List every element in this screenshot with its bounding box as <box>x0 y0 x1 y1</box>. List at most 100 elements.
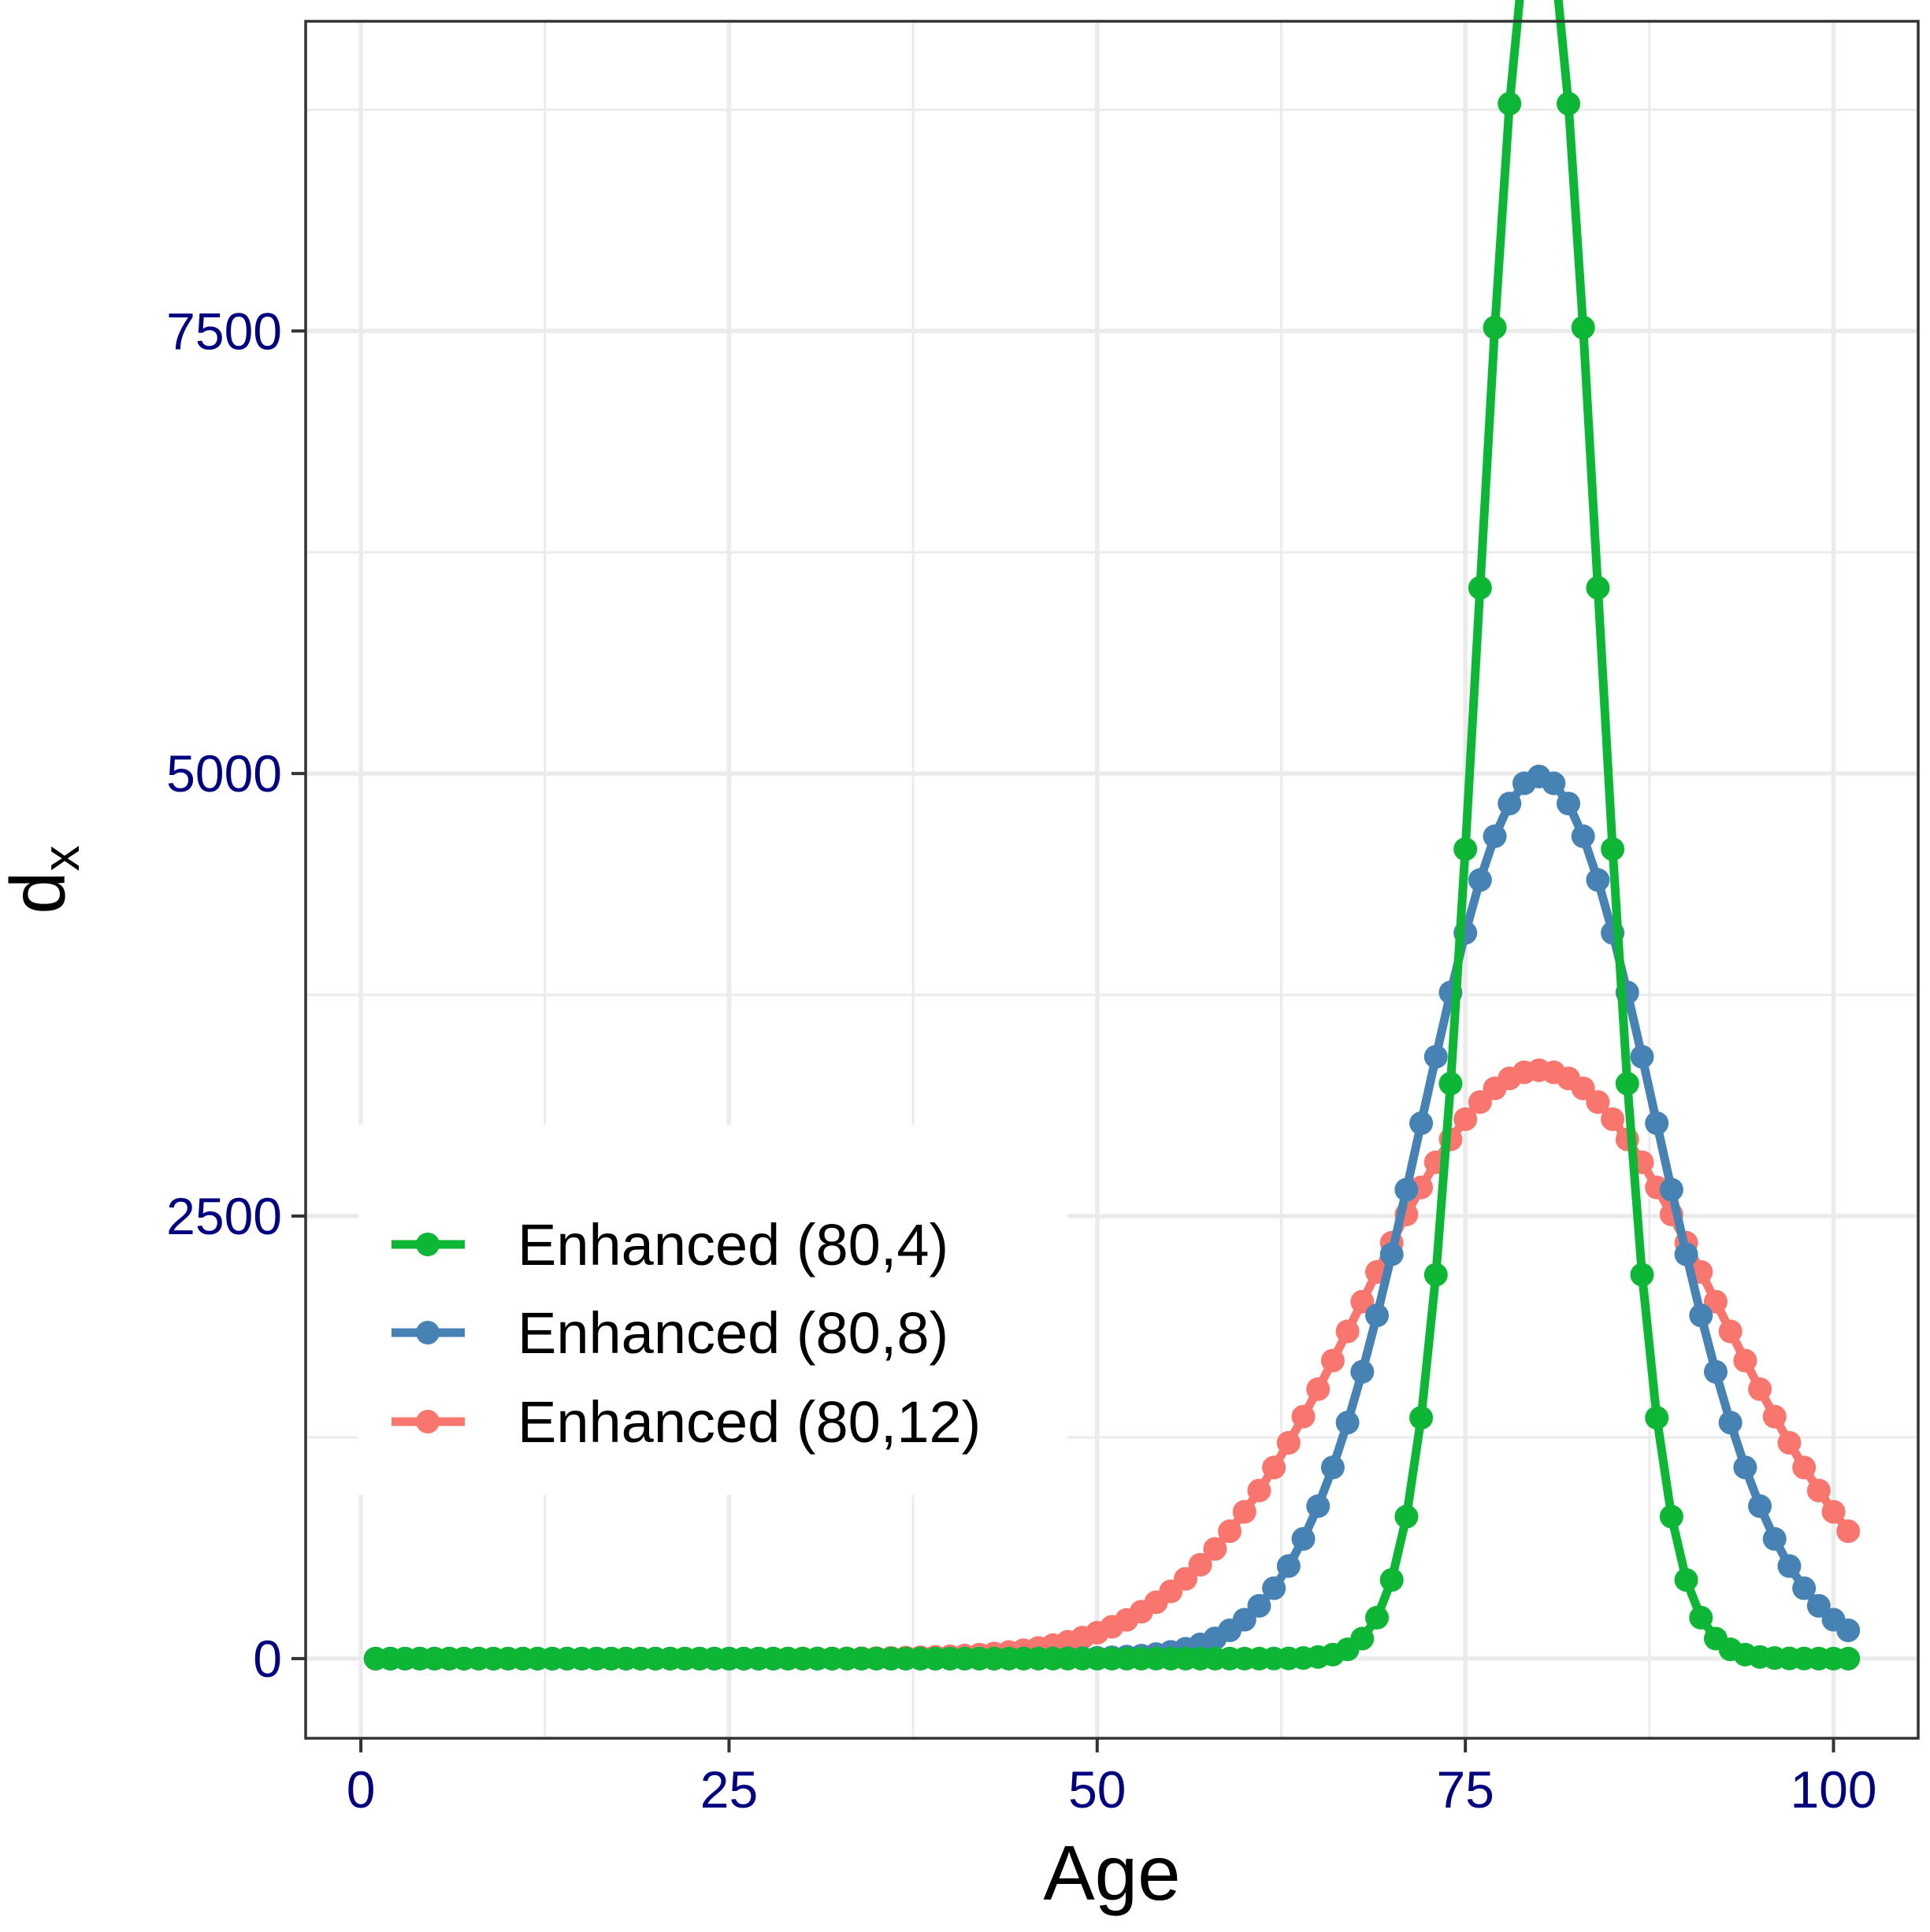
data-point <box>1335 1319 1360 1344</box>
data-point <box>1262 1455 1286 1480</box>
data-point <box>1247 1478 1271 1503</box>
data-point <box>1630 1263 1654 1287</box>
data-point <box>1601 1107 1625 1131</box>
legend-key-point <box>416 1410 440 1433</box>
data-point <box>1218 1519 1242 1544</box>
data-point <box>1173 1567 1197 1591</box>
data-point <box>1836 1646 1861 1671</box>
data-point <box>1379 1568 1404 1593</box>
data-point <box>1483 315 1507 339</box>
data-point <box>1423 1044 1448 1069</box>
legend-label: Enhanced (80,4) <box>518 1212 948 1277</box>
data-point <box>1733 1348 1757 1373</box>
data-point <box>1423 1263 1448 1287</box>
x-axis-title: Age <box>1043 1830 1180 1916</box>
data-point <box>1247 1593 1271 1618</box>
x-tick-label: 75 <box>1436 1760 1494 1819</box>
data-point <box>1335 1411 1360 1435</box>
data-point <box>1718 1319 1743 1344</box>
data-point <box>1762 1404 1787 1429</box>
data-point <box>1276 1430 1301 1455</box>
data-point <box>1748 1494 1772 1519</box>
data-point <box>1836 1618 1861 1642</box>
data-point <box>1438 1071 1463 1096</box>
data-point <box>1571 824 1595 848</box>
legend-item: Enhanced (80,12) <box>392 1389 981 1455</box>
data-point <box>1453 1107 1478 1131</box>
data-point <box>1792 1576 1817 1600</box>
legend-item: Enhanced (80,4) <box>392 1212 948 1277</box>
data-point <box>1409 1406 1434 1430</box>
data-point <box>1498 792 1522 816</box>
axes: 0 25 50 75 100 0 2500 5000 7500 <box>166 302 1876 1819</box>
y-axis-title-main: d <box>0 871 81 914</box>
data-point <box>1203 1537 1227 1561</box>
data-point <box>1320 1455 1345 1480</box>
data-point <box>1394 1504 1419 1529</box>
data-point <box>1232 1608 1256 1632</box>
legend-background <box>358 1125 1067 1495</box>
data-point <box>1364 1605 1389 1630</box>
data-point <box>1674 1568 1698 1593</box>
data-point <box>1394 1177 1419 1202</box>
data-point <box>1806 1478 1831 1503</box>
data-point <box>1601 837 1625 862</box>
data-point <box>1689 1303 1713 1328</box>
data-point <box>1586 576 1610 600</box>
legend-item: Enhanced (80,8) <box>392 1300 948 1366</box>
y-axis-title: dx <box>0 845 90 914</box>
data-point <box>1586 1090 1610 1114</box>
data-point <box>1276 1554 1301 1578</box>
data-point <box>1306 1494 1331 1519</box>
legend-label: Enhanced (80,8) <box>518 1300 948 1366</box>
data-point <box>1645 1406 1669 1430</box>
data-point <box>1291 1526 1316 1551</box>
data-point <box>1733 1455 1757 1480</box>
series-layer <box>363 0 1861 1671</box>
data-point <box>1306 1377 1331 1401</box>
data-point <box>1674 1242 1698 1266</box>
legend-label: Enhanced (80,12) <box>518 1389 981 1455</box>
data-point <box>1483 824 1507 848</box>
data-point <box>1379 1242 1404 1266</box>
y-tick-label: 0 <box>253 1630 282 1688</box>
y-tick-label: 2500 <box>166 1187 282 1245</box>
legend-key-point <box>416 1321 440 1344</box>
data-point <box>1703 1359 1728 1384</box>
data-point <box>1777 1554 1802 1578</box>
x-tick-label: 25 <box>700 1760 758 1819</box>
data-point <box>1777 1430 1802 1455</box>
data-point <box>1232 1500 1256 1524</box>
data-point <box>1659 1177 1683 1202</box>
data-point <box>1409 1111 1434 1136</box>
data-point <box>1453 837 1478 862</box>
data-point <box>1468 576 1492 600</box>
data-point <box>1557 792 1581 816</box>
data-point <box>1320 1348 1345 1373</box>
data-point <box>1645 1111 1669 1136</box>
data-point <box>1659 1504 1683 1529</box>
data-point <box>1762 1526 1787 1551</box>
data-point <box>1821 1500 1846 1524</box>
y-tick-label: 5000 <box>166 744 282 803</box>
data-point <box>1718 1411 1743 1435</box>
data-point <box>1615 1071 1639 1096</box>
y-tick-label: 7500 <box>166 302 282 360</box>
data-point <box>1557 91 1581 116</box>
data-point <box>1188 1552 1212 1577</box>
data-point <box>1571 315 1595 339</box>
data-point <box>1542 771 1566 795</box>
x-tick-label: 0 <box>347 1760 376 1819</box>
data-point <box>1262 1576 1286 1600</box>
data-point <box>1689 1605 1713 1630</box>
x-tick-label: 100 <box>1790 1760 1876 1819</box>
legend: Enhanced (80,4) Enhanced (80,8) Enhanced (… <box>392 1212 981 1455</box>
data-point <box>1498 91 1522 116</box>
data-point <box>1806 1593 1831 1618</box>
data-point <box>1586 868 1610 892</box>
data-point <box>1291 1404 1316 1429</box>
data-point <box>1350 1626 1375 1651</box>
data-point <box>1350 1359 1375 1384</box>
